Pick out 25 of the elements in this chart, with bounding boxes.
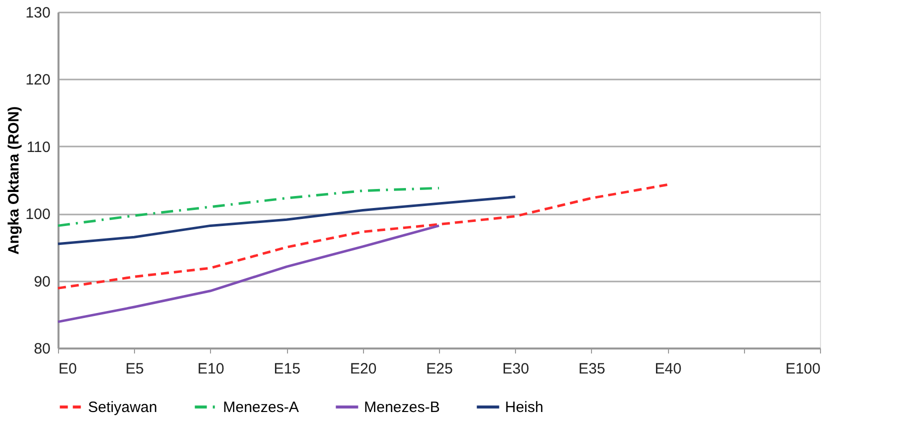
y-tick-label: 90 (34, 273, 50, 290)
x-tick-label: E20 (350, 360, 377, 378)
x-tick-label: E40 (654, 360, 682, 378)
x-tick-label: E10 (198, 360, 224, 378)
y-tick-label: 110 (26, 138, 50, 156)
x-tick-label: E35 (578, 360, 606, 378)
x-tick-label: E100 (785, 360, 820, 378)
x-tick-label: E0 (58, 360, 77, 378)
y-tick-label: 80 (34, 340, 50, 358)
line-series (56, 196, 516, 246)
legend-label: Heish (505, 399, 544, 416)
line-series (56, 183, 669, 290)
x-tick-label: E25 (426, 360, 453, 378)
line-series (56, 224, 440, 324)
y-tick-label: 130 (25, 4, 50, 22)
y-tick-label: 120 (25, 72, 50, 89)
legend-label: Setiyawan (88, 399, 158, 416)
x-tick-label: E15 (274, 360, 300, 378)
y-tick-label: 100 (25, 206, 50, 224)
legend-label: Menezes-A (223, 399, 299, 416)
line-series (56, 186, 440, 227)
x-tick-label: E5 (126, 360, 144, 378)
y-axis-title: Angka Oktana (RON) (5, 106, 22, 255)
x-tick-label: E30 (502, 360, 530, 378)
legend-label: Menezes-B (364, 399, 440, 416)
